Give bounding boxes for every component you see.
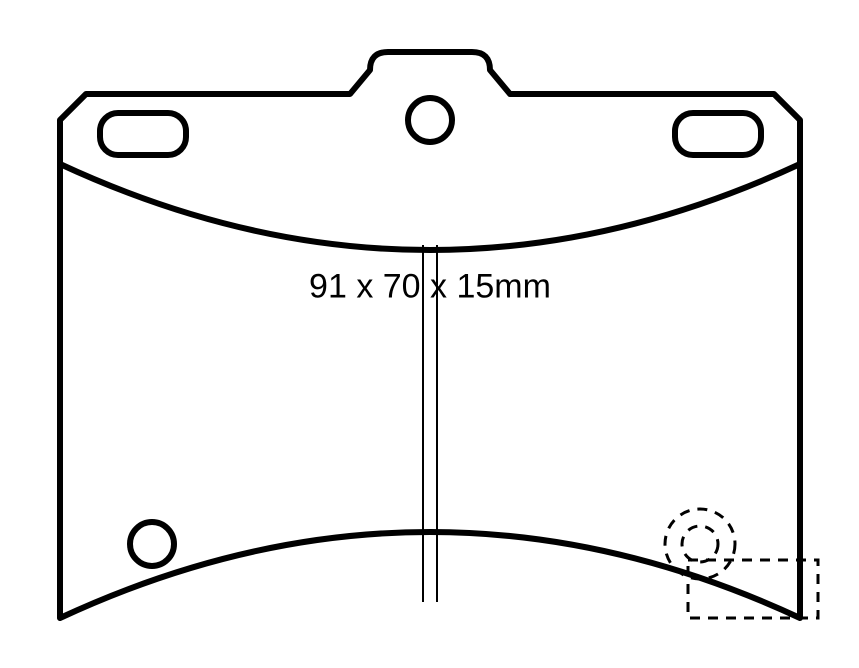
dashed-circle-inner xyxy=(682,526,718,562)
dimension-label: 91 x 70 x 15mm xyxy=(309,268,551,307)
diagram-svg xyxy=(0,0,859,668)
slot-top-right xyxy=(675,113,761,155)
inner-arc xyxy=(60,164,800,250)
slot-top-left xyxy=(100,113,186,155)
hole-top-center xyxy=(408,98,452,142)
brake-pad-diagram: 91 x 70 x 15mm xyxy=(0,0,859,668)
hole-bottom-left xyxy=(130,522,174,566)
